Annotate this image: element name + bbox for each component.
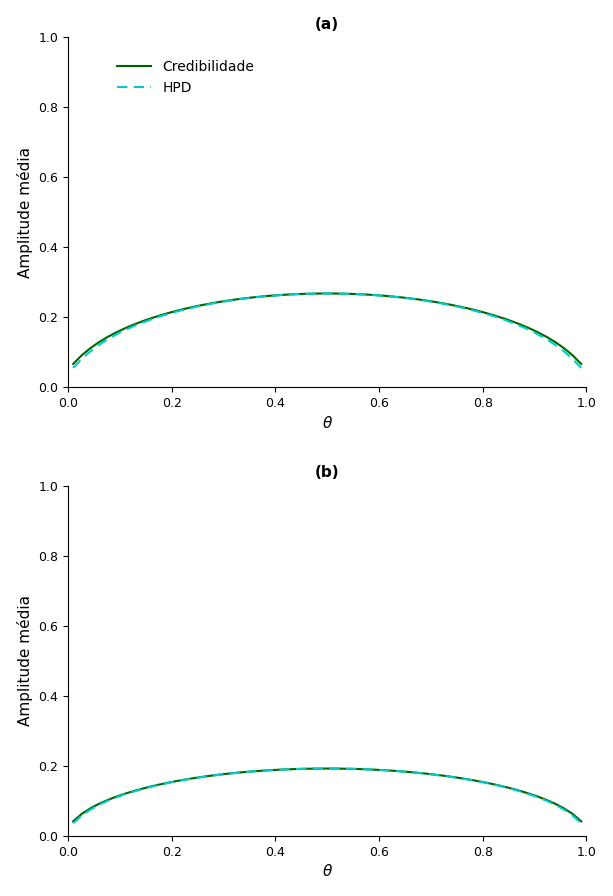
Credibilidade bbox=[397, 292, 404, 303]
HPD bbox=[199, 771, 206, 782]
Credibilidade bbox=[242, 293, 249, 304]
Credibilidade bbox=[242, 767, 249, 778]
HPD bbox=[242, 767, 249, 778]
Line: HPD: HPD bbox=[73, 769, 581, 823]
HPD bbox=[156, 311, 163, 322]
Y-axis label: Amplitude média: Amplitude média bbox=[17, 147, 32, 278]
HPD bbox=[216, 297, 223, 307]
HPD bbox=[577, 818, 585, 829]
Line: HPD: HPD bbox=[73, 294, 581, 368]
Credibilidade bbox=[319, 763, 327, 774]
Credibilidade bbox=[69, 358, 77, 369]
Title: (b): (b) bbox=[315, 465, 340, 480]
Credibilidade bbox=[319, 289, 327, 299]
HPD bbox=[199, 300, 206, 311]
X-axis label: θ: θ bbox=[322, 865, 332, 879]
HPD bbox=[216, 770, 223, 780]
Line: Credibilidade: Credibilidade bbox=[73, 769, 581, 822]
HPD bbox=[319, 289, 327, 299]
Credibilidade bbox=[577, 358, 585, 369]
HPD bbox=[397, 766, 404, 777]
X-axis label: θ: θ bbox=[322, 416, 332, 431]
Title: (a): (a) bbox=[315, 17, 339, 31]
Credibilidade bbox=[216, 770, 223, 780]
Credibilidade bbox=[397, 766, 404, 777]
HPD bbox=[319, 763, 327, 774]
Legend: Credibilidade, HPD: Credibilidade, HPD bbox=[111, 55, 260, 100]
HPD bbox=[397, 292, 404, 303]
Y-axis label: Amplitude média: Amplitude média bbox=[17, 595, 32, 727]
Credibilidade bbox=[199, 771, 206, 782]
Line: Credibilidade: Credibilidade bbox=[73, 294, 581, 364]
HPD bbox=[233, 768, 240, 779]
Credibilidade bbox=[233, 294, 240, 305]
Credibilidade bbox=[156, 780, 163, 790]
HPD bbox=[577, 363, 585, 374]
Credibilidade bbox=[577, 816, 585, 827]
Credibilidade bbox=[216, 297, 223, 307]
Credibilidade bbox=[199, 299, 206, 310]
HPD bbox=[69, 818, 77, 829]
HPD bbox=[69, 363, 77, 374]
HPD bbox=[156, 780, 163, 790]
Credibilidade bbox=[156, 310, 163, 321]
HPD bbox=[233, 294, 240, 305]
Credibilidade bbox=[233, 767, 240, 778]
Credibilidade bbox=[69, 816, 77, 827]
HPD bbox=[242, 293, 249, 304]
